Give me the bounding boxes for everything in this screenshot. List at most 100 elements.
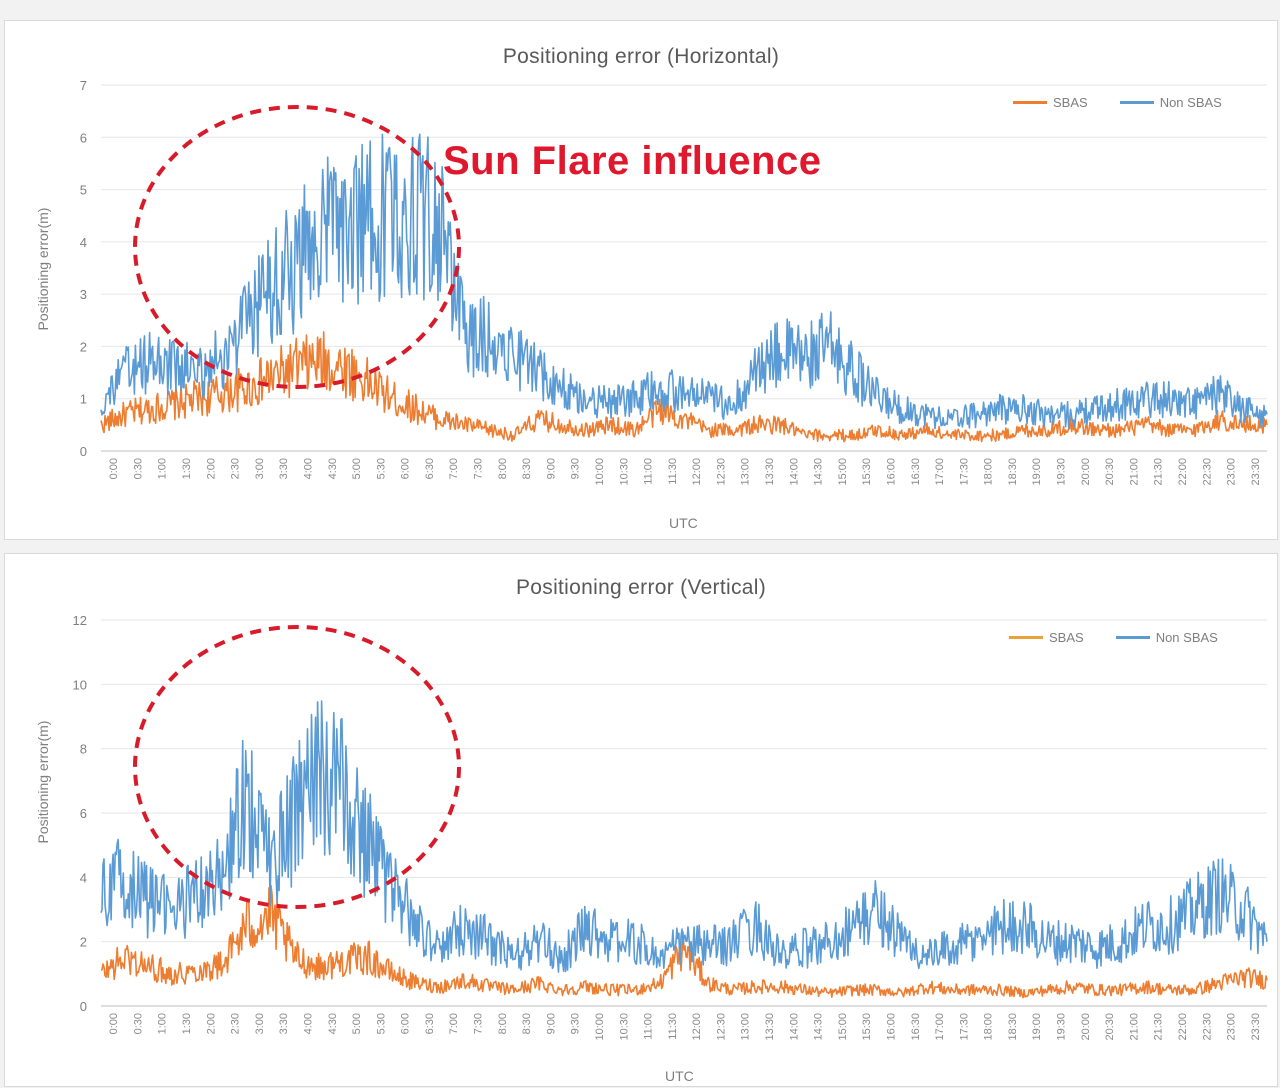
x-tick-label: 2:00 — [205, 1013, 217, 1034]
x-tick-label: 15:30 — [861, 1013, 873, 1041]
x-tick-label: 22:00 — [1177, 1013, 1189, 1041]
x-tick-label: 11:00 — [643, 458, 655, 485]
x-tick-label: 11:30 — [667, 458, 679, 485]
y-tick-label: 3 — [80, 287, 87, 302]
y-tick-label: 0 — [80, 999, 87, 1014]
sun-flare-annotation: Sun Flare influence — [443, 139, 822, 183]
x-tick-label: 0:30 — [132, 1013, 144, 1034]
x-tick-label: 9:30 — [570, 458, 582, 479]
y-tick-label: 1 — [80, 392, 87, 407]
x-tick-label: 5:00 — [351, 1013, 363, 1034]
x-tick-label: 15:30 — [861, 458, 873, 486]
y-tick-label: 10 — [73, 677, 87, 692]
legend-swatch-sbas — [1013, 101, 1047, 104]
x-tick-label: 3:00 — [254, 458, 266, 479]
series-line-sbas — [100, 884, 1268, 999]
x-tick-label: 9:00 — [545, 1013, 557, 1034]
y-tick-label: 2 — [80, 339, 87, 354]
x-tick-label: 3:00 — [254, 1013, 266, 1034]
x-tick-label: 22:00 — [1177, 458, 1189, 486]
x-tick-label: 1:30 — [181, 458, 193, 479]
x-tick-label: 8:00 — [497, 458, 509, 479]
chart-title-vertical: Positioning error (Vertical) — [516, 576, 766, 599]
x-tick-label: 12:00 — [691, 1013, 703, 1041]
x-tick-label: 10:30 — [618, 458, 630, 486]
x-tick-label: 4:30 — [327, 458, 339, 479]
series-line-non-sbas — [100, 700, 1268, 973]
y-tick-label: 7 — [80, 78, 87, 93]
x-tick-label: 14:30 — [813, 458, 825, 486]
x-tick-label: 22:30 — [1201, 458, 1213, 486]
x-tick-label: 0:00 — [108, 458, 120, 479]
legend-label-non-sbas: Non SBAS — [1159, 95, 1222, 110]
x-tick-label: 16:30 — [910, 458, 922, 486]
x-tick-label: 7:00 — [448, 458, 460, 479]
x-tick-label: 19:30 — [1056, 1013, 1068, 1041]
x-tick-label: 7:30 — [473, 1013, 485, 1034]
x-tick-label: 0:00 — [108, 1013, 120, 1034]
legend-swatch-non-sbas — [1119, 101, 1154, 104]
x-tick-label: 6:00 — [400, 458, 412, 479]
x-tick-label: 19:30 — [1056, 458, 1068, 486]
x-tick-label: 11:30 — [667, 1013, 679, 1040]
x-tick-label: 14:00 — [788, 458, 800, 486]
x-tick-label: 13:00 — [740, 458, 752, 486]
y-tick-label: 5 — [80, 183, 87, 198]
chart-panel-horizontal: 0 1 2 3 4 5 6 7 0:00 0:30 1:00 1:30 2:00 2:30 3:00 3:30… — [4, 20, 1278, 540]
y-tick-label: 4 — [80, 870, 87, 885]
sun-flare-highlight-ellipse — [133, 105, 461, 389]
y-tick-label: 6 — [80, 806, 87, 821]
x-tick-label: 10:30 — [618, 1013, 630, 1041]
x-tick-label: 5:30 — [375, 1013, 387, 1034]
x-tick-label: 3:30 — [278, 1013, 290, 1034]
y-tick-label: 6 — [80, 130, 87, 145]
x-tick-label: 5:00 — [351, 458, 363, 479]
y-tick-label: 4 — [80, 235, 87, 250]
x-tick-label: 19:00 — [1031, 1013, 1043, 1041]
x-tick-label: 14:30 — [813, 1013, 825, 1041]
y-tick-label: 0 — [80, 444, 87, 459]
x-tick-label: 19:00 — [1031, 458, 1043, 486]
x-tick-label: 13:30 — [764, 458, 776, 486]
x-tick-label: 15:00 — [837, 458, 849, 486]
chart-panel-vertical: 0 2 4 6 8 10 12 0:00 0:30 1:00 1:30 2:00 2:30 3:00 3:3… — [4, 553, 1278, 1087]
x-tick-label: 1:00 — [157, 1013, 169, 1034]
x-tick-label: 13:30 — [764, 1013, 776, 1041]
legend-swatch-non-sbas — [1115, 636, 1150, 639]
x-tick-label: 9:00 — [545, 458, 557, 479]
x-tick-label: 20:30 — [1104, 1013, 1116, 1041]
x-axis-label-horizontal: UTC — [669, 515, 698, 531]
y-axis-label-horizontal: Positioning error(m) — [35, 207, 51, 331]
x-tick-label: 22:30 — [1201, 1013, 1213, 1041]
x-tick-label: 5:30 — [375, 458, 387, 479]
x-tick-label: 0:30 — [132, 458, 144, 479]
x-tick-label: 12:00 — [691, 458, 703, 486]
x-tick-label: 6:00 — [400, 1013, 412, 1034]
y-tick-label: 2 — [80, 935, 87, 950]
x-tick-label: 7:30 — [473, 458, 485, 479]
series-line-non-sbas — [100, 133, 1268, 430]
x-tick-label: 16:00 — [885, 1013, 897, 1041]
x-tick-label: 9:30 — [570, 1013, 582, 1034]
x-tick-label: 17:00 — [934, 1013, 946, 1041]
x-tick-label: 21:00 — [1128, 1013, 1140, 1041]
x-tick-label: 13:00 — [740, 1013, 752, 1041]
x-tick-label: 18:30 — [1007, 1013, 1019, 1041]
legend-horizontal: SBAS Non SBAS — [1013, 95, 1222, 110]
x-tick-label: 6:30 — [424, 458, 436, 479]
x-tick-label: 8:00 — [497, 1013, 509, 1034]
x-tick-label: 4:00 — [302, 1013, 314, 1034]
x-tick-label: 20:00 — [1080, 1013, 1092, 1041]
x-tick-label: 20:30 — [1104, 458, 1116, 486]
legend-vertical: SBAS Non SBAS — [1009, 630, 1218, 645]
x-tick-label: 10:00 — [594, 1013, 606, 1041]
y-tick-label: 8 — [80, 742, 87, 757]
x-tick-label: 21:00 — [1128, 458, 1140, 486]
x-tick-label: 23:30 — [1250, 1013, 1262, 1041]
x-tick-label: 10:00 — [594, 458, 606, 486]
vertical-chart-svg: 0 2 4 6 8 10 12 0:00 0:30 1:00 1:30 2:00 2:30 3:00 3:3… — [73, 613, 1268, 1041]
x-tick-label: 21:30 — [1153, 1013, 1165, 1041]
x-tick-label: 15:00 — [837, 1013, 849, 1041]
x-tick-label: 18:00 — [983, 458, 995, 486]
x-tick-label: 21:30 — [1153, 458, 1165, 486]
